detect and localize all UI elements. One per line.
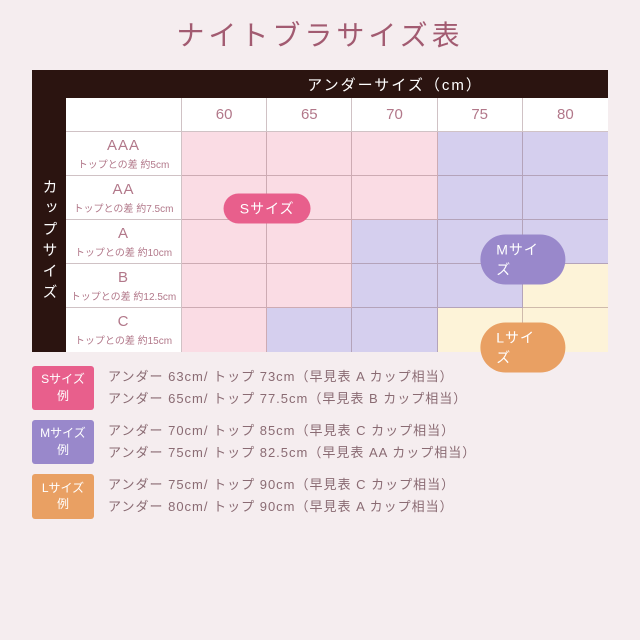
data-cell [523,176,608,220]
example-badge: Sサイズ例 [32,366,94,410]
data-cell [267,132,352,176]
col-header: 75 [438,98,523,132]
size-chart: アンダーサイズ（cm）6065707580カップサイズAAAトップとの差 約5c… [32,70,608,352]
example-row: Lサイズ例アンダー 75cm/ トップ 90cm（早見表 C カップ相当）アンダ… [32,474,608,518]
data-cell [352,264,437,308]
col-header: 60 [182,98,267,132]
l-size-badge: Lサイズ [480,323,565,373]
example-row: Mサイズ例アンダー 70cm/ トップ 85cm（早見表 C カップ相当）アンダ… [32,420,608,464]
example-badge: Mサイズ例 [32,420,94,464]
example-text: アンダー 70cm/ トップ 85cm（早見表 C カップ相当）アンダー 75c… [94,420,476,464]
row-header: AAAトップとの差 約5cm [66,132,182,176]
col-header: 80 [523,98,608,132]
col-header: 65 [267,98,352,132]
m-size-badge: Mサイズ [480,235,565,285]
data-cell [182,220,267,264]
row-header: Cトップとの差 約15cm [66,308,182,352]
data-cell [182,308,267,352]
data-cell [182,264,267,308]
data-cell [267,308,352,352]
data-cell [523,132,608,176]
example-text: アンダー 63cm/ トップ 73cm（早見表 A カップ相当）アンダー 65c… [94,366,467,410]
row-header: Aトップとの差 約10cm [66,220,182,264]
example-row: Sサイズ例アンダー 63cm/ トップ 73cm（早見表 A カップ相当）アンダ… [32,366,608,410]
row-header: Bトップとの差 約12.5cm [66,264,182,308]
s-size-badge: Sサイズ [224,194,311,224]
data-cell [438,176,523,220]
data-cell [352,308,437,352]
col-header: 70 [352,98,437,132]
data-cell [352,176,437,220]
data-cell [438,132,523,176]
example-badge: Lサイズ例 [32,474,94,518]
examples-section: Sサイズ例アンダー 63cm/ トップ 73cm（早見表 A カップ相当）アンダ… [32,366,608,519]
data-cell [267,220,352,264]
data-cell [352,132,437,176]
example-text: アンダー 75cm/ トップ 90cm（早見表 C カップ相当）アンダー 80c… [94,474,455,518]
row-header: AAトップとの差 約7.5cm [66,176,182,220]
data-cell [182,132,267,176]
chart-title: ナイトブラサイズ表 [0,0,640,64]
data-cell [267,264,352,308]
data-cell [352,220,437,264]
